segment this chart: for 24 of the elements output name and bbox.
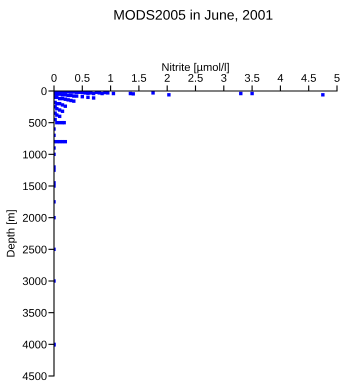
y-tick-label: 1500	[23, 182, 47, 190]
x-tick-label: 0	[51, 74, 57, 82]
y-axis-title: Depth [m]	[6, 210, 17, 257]
x-tick-label: 0.5	[75, 74, 90, 82]
x-axis-title: Nitrite [µmol/l]	[162, 62, 229, 74]
x-tick-label: 2	[164, 74, 170, 82]
x-tick-label: 1	[108, 74, 114, 82]
chart-title: MODS2005 in June, 2001	[114, 10, 272, 22]
x-tick-label: 1.5	[132, 74, 146, 82]
x-tick-label: 2.5	[188, 74, 203, 82]
y-tick-label: 4500	[22, 372, 47, 380]
y-tick-label: 1000	[23, 150, 47, 158]
y-tick-label: 2500	[22, 246, 47, 254]
y-tick-label: 3000	[22, 277, 47, 286]
x-tick-label: 4.5	[301, 74, 316, 82]
x-tick-label: 5	[334, 74, 340, 82]
y-tick-label: 2000	[22, 214, 47, 222]
x-tick-label: 3	[221, 74, 226, 82]
x-tick-label: 3.5	[244, 74, 260, 82]
x-tick-label: 4	[278, 74, 284, 82]
y-tick-label: 4000	[22, 340, 47, 348]
y-tick-label: 3500	[22, 308, 47, 317]
y-tick-label: 0	[41, 87, 47, 96]
y-tick-label: 500	[28, 118, 47, 127]
